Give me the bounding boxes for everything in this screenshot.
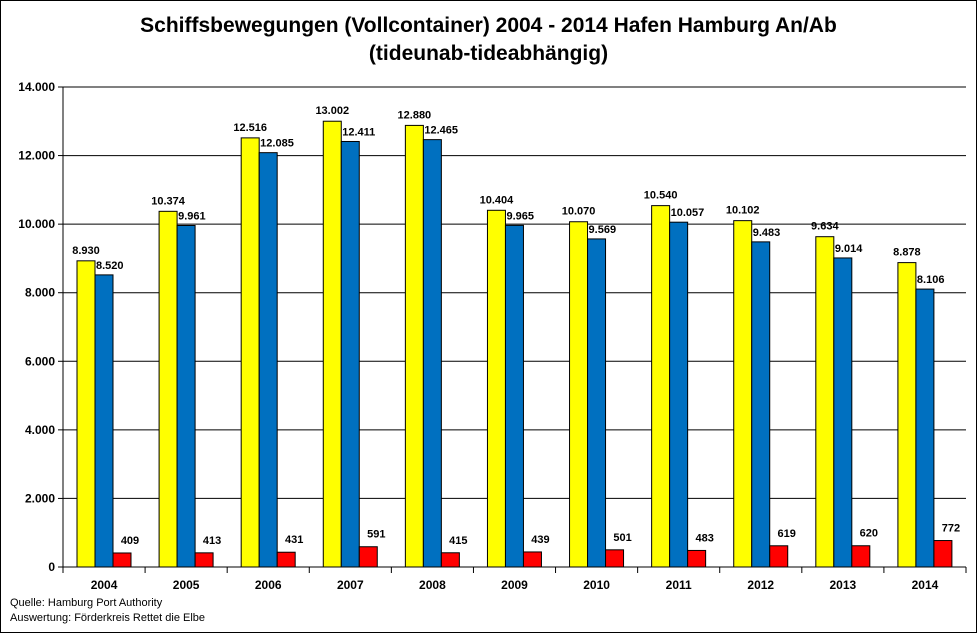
data-label: 10.102	[726, 205, 760, 217]
bar-series-2	[669, 221, 689, 568]
x-tick-label: 2012	[747, 578, 774, 592]
bar-series-2	[94, 274, 114, 568]
data-label: 591	[367, 529, 385, 541]
data-label: 620	[860, 528, 878, 540]
bar-series-2	[176, 224, 196, 568]
data-label: 8.878	[893, 247, 921, 259]
bar-series-3	[112, 552, 132, 568]
y-tick-label: 6.000	[25, 354, 55, 368]
bar-series-2	[422, 139, 442, 568]
data-label: 10.057	[671, 207, 705, 219]
bar-series-3	[194, 552, 214, 568]
bar-series-3	[769, 545, 789, 568]
bar-series-3	[605, 549, 625, 568]
data-label: 12.085	[260, 138, 294, 150]
y-tick-label: 4.000	[25, 423, 55, 437]
bar-series-1	[569, 221, 589, 568]
analysis-note: Auswertung: Förderkreis Rettet die Elbe	[10, 612, 206, 624]
data-label: 12.465	[424, 125, 458, 137]
bar-series-1	[322, 120, 342, 568]
bar-series-1	[897, 262, 917, 568]
source-note: Quelle: Hamburg Port Authority	[10, 597, 163, 609]
data-label: 13.002	[315, 105, 349, 117]
data-label: 9.634	[811, 221, 839, 233]
data-label: 501	[613, 532, 631, 544]
y-tick-label: 14.000	[18, 80, 55, 94]
data-label: 10.540	[644, 190, 678, 202]
bar-series-3	[851, 545, 871, 568]
bar-series-1	[651, 205, 671, 568]
y-tick-label: 8.000	[25, 286, 55, 300]
chart-title-line-1: Schiffsbewegungen (Vollcontainer) 2004 -…	[140, 14, 837, 37]
data-label: 10.404	[480, 194, 515, 206]
data-label: 9.965	[506, 210, 534, 222]
bar-series-2	[504, 224, 524, 568]
data-label: 8.930	[72, 245, 100, 257]
y-tick-label: 12.000	[18, 149, 55, 163]
bar-series-2	[587, 238, 607, 568]
chart-title-line-2: (tideunab-tideabhängig)	[368, 42, 609, 65]
bar-series-3	[522, 551, 542, 568]
data-label: 619	[778, 528, 796, 540]
data-label: 8.106	[917, 274, 945, 286]
bar-series-1	[733, 220, 753, 568]
bar-series-2	[751, 241, 771, 568]
x-tick-label: 2005	[173, 578, 200, 592]
bar-series-1	[76, 260, 96, 568]
x-tick-label: 2009	[501, 578, 528, 592]
data-label: 772	[942, 523, 960, 535]
data-label: 12.411	[342, 126, 375, 138]
bar-series-3	[933, 540, 953, 568]
data-label: 439	[531, 534, 549, 546]
x-tick-label: 2011	[666, 578, 692, 592]
bar-series-1	[240, 137, 260, 568]
data-label: 483	[695, 532, 713, 544]
data-label: 415	[449, 535, 467, 547]
x-tick-label: 2007	[337, 578, 364, 592]
data-label: 10.070	[562, 206, 596, 218]
bar-series-3	[276, 551, 296, 568]
chart-title: Schiffsbewegungen (Vollcontainer) 2004 -…	[0, 12, 977, 68]
x-tick-label: 2010	[583, 578, 610, 592]
y-tick-label: 10.000	[18, 217, 55, 231]
data-label: 409	[121, 535, 139, 547]
data-label: 12.880	[398, 109, 432, 121]
x-tick-label: 2006	[255, 578, 282, 592]
x-tick-label: 2008	[419, 578, 446, 592]
bar-series-2	[340, 140, 360, 568]
x-tick-label: 2013	[830, 578, 857, 592]
y-tick-label: 2.000	[25, 491, 55, 505]
y-tick-label: 0	[48, 560, 55, 574]
bar-series-3	[440, 552, 460, 568]
data-label: 9.569	[589, 224, 617, 236]
data-label: 9.961	[178, 210, 206, 222]
bar-series-1	[158, 210, 178, 568]
bar-series-3	[358, 546, 378, 568]
data-label: 8.520	[96, 260, 124, 272]
x-tick-label: 2014	[912, 578, 939, 592]
data-label: 431	[285, 534, 303, 546]
bar-series-1	[486, 209, 506, 568]
bar-series-3	[687, 549, 707, 568]
bar-series-2	[833, 257, 853, 568]
data-label: 413	[203, 535, 221, 547]
data-label: 10.374	[151, 195, 186, 207]
bar-series-2	[258, 152, 278, 568]
data-label: 9.483	[753, 227, 781, 239]
data-label: 12.516	[233, 122, 267, 134]
bar-series-2	[915, 288, 935, 568]
bar-series-1	[815, 236, 835, 568]
bar-series-1	[404, 124, 424, 568]
data-label: 9.014	[835, 243, 863, 255]
x-tick-label: 2004	[91, 578, 118, 592]
